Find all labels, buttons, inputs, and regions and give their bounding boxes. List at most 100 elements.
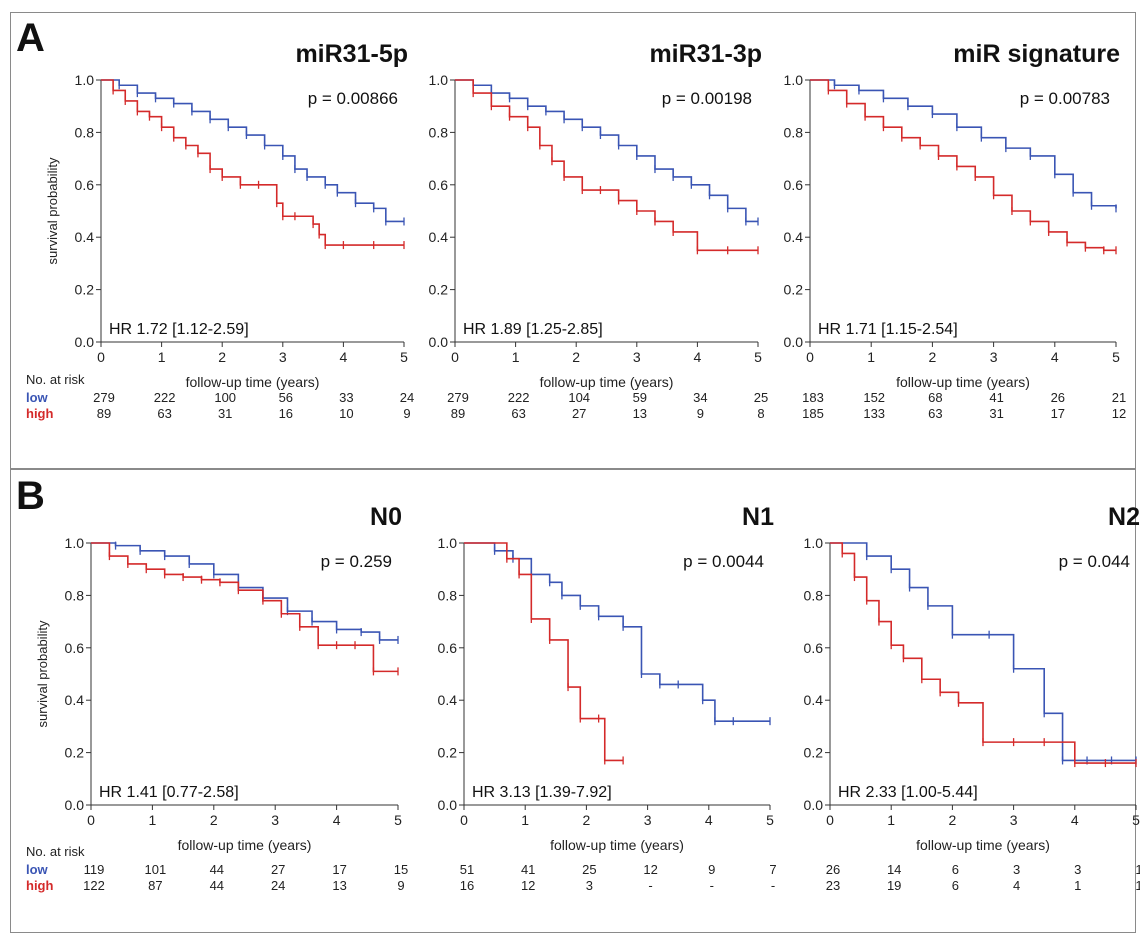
y-tick-label: 0.4 [804, 692, 824, 708]
y-tick-label: 0.8 [65, 587, 85, 603]
x-tick-label: 2 [572, 349, 580, 365]
risk-count-low: 17 [332, 862, 346, 877]
risk-count-low: 119 [84, 862, 105, 877]
risk-count-low: 25 [754, 390, 768, 405]
y-axis-label: survival probability [35, 620, 50, 727]
y-tick-label: 1.0 [804, 535, 824, 551]
y-tick-label: 0.4 [438, 692, 458, 708]
x-tick-label: 2 [218, 349, 226, 365]
risk-count-low: 25 [582, 862, 596, 877]
y-tick-label: 0.6 [804, 640, 824, 656]
y-tick-label: 0.0 [804, 797, 824, 813]
x-tick-label: 5 [394, 812, 402, 828]
risk-count-high: 89 [97, 406, 111, 421]
y-tick-label: 0.0 [438, 797, 458, 813]
x-tick-label: 0 [87, 812, 95, 828]
p-value: p = 0.259 [321, 552, 392, 571]
y-tick-label: 0.4 [65, 692, 85, 708]
risk-count-high: 16 [279, 406, 293, 421]
risk-label-high: high [26, 878, 53, 893]
risk-label-low: low [26, 862, 49, 877]
x-axis-label: follow-up time (years) [916, 837, 1050, 853]
risk-count-high: 16 [460, 878, 474, 893]
x-tick-label: 1 [521, 812, 529, 828]
risk-count-low: 14 [887, 862, 901, 877]
risk-count-high: 23 [826, 878, 840, 893]
risk-count-high: 9 [697, 406, 704, 421]
risk-count-high: - [771, 878, 775, 893]
x-tick-label: 1 [149, 812, 157, 828]
risk-count-high: - [710, 878, 714, 893]
y-tick-label: 0.8 [438, 587, 458, 603]
y-tick-label: 1.0 [438, 535, 458, 551]
hazard-ratio: HR 1.41 [0.77-2.58] [99, 784, 239, 801]
x-tick-label: 4 [694, 349, 702, 365]
y-tick-label: 1.0 [65, 535, 85, 551]
risk-count-low: 41 [989, 390, 1003, 405]
y-tick-label: 0.6 [784, 177, 804, 193]
y-tick-label: 0.0 [784, 334, 804, 350]
risk-count-high: 13 [332, 878, 346, 893]
x-tick-label: 0 [826, 812, 834, 828]
x-tick-label: 2 [949, 812, 957, 828]
y-tick-label: 1.0 [784, 72, 804, 88]
y-tick-label: 0.2 [429, 282, 449, 298]
risk-count-low: 33 [339, 390, 353, 405]
hazard-ratio: HR 2.33 [1.00-5.44] [838, 784, 978, 801]
risk-count-high: 8 [757, 406, 764, 421]
panel-a-letter: A [16, 16, 45, 60]
risk-count-low: 56 [279, 390, 293, 405]
risk-count-low: 24 [400, 390, 414, 405]
risk-count-high: 3 [586, 878, 593, 893]
chart-title: miR31-3p [649, 40, 762, 68]
p-value: p = 0.00783 [1020, 89, 1110, 108]
risk-count-high: 1 [1135, 878, 1140, 893]
risk-table-header: No. at risk [26, 372, 85, 387]
risk-count-low: 222 [154, 390, 176, 405]
km-curve-high [830, 542, 1136, 764]
y-tick-label: 0.8 [429, 124, 449, 140]
y-tick-label: 0.2 [438, 745, 458, 761]
risk-count-low: 104 [568, 390, 590, 405]
y-tick-label: 0.8 [804, 587, 824, 603]
risk-count-high: 13 [633, 406, 647, 421]
y-tick-label: 0.4 [784, 229, 804, 245]
hazard-ratio: HR 1.72 [1.12-2.59] [109, 321, 249, 338]
km-curve-high [91, 542, 398, 673]
risk-count-low: 44 [210, 862, 224, 877]
risk-label-high: high [26, 406, 53, 421]
risk-count-high: 1 [1074, 878, 1081, 893]
x-axis-label: follow-up time (years) [896, 374, 1030, 390]
x-axis-label: follow-up time (years) [186, 374, 320, 390]
y-tick-label: 0.6 [438, 640, 458, 656]
km-curve-low [91, 542, 398, 641]
risk-count-high: 31 [989, 406, 1003, 421]
risk-count-low: 21 [1112, 390, 1126, 405]
x-tick-label: 0 [460, 812, 468, 828]
p-value: p = 0.044 [1059, 552, 1130, 571]
risk-count-high: 31 [218, 406, 232, 421]
panel-a-frame [10, 12, 1136, 469]
km-curve-high [810, 79, 1116, 252]
y-tick-label: 0.2 [784, 282, 804, 298]
risk-table-header: No. at risk [26, 844, 85, 859]
y-tick-label: 0.0 [429, 334, 449, 350]
x-tick-label: 1 [512, 349, 520, 365]
x-tick-label: 4 [705, 812, 713, 828]
chart-title: N1 [742, 503, 774, 531]
risk-count-high: 12 [521, 878, 535, 893]
risk-count-high: 10 [339, 406, 353, 421]
risk-count-low: 15 [394, 862, 408, 877]
chart-title: N2 [1108, 503, 1140, 531]
y-axis-label: survival probability [45, 157, 60, 264]
x-tick-label: 0 [451, 349, 459, 365]
risk-count-high: 63 [928, 406, 942, 421]
p-value: p = 0.0044 [683, 552, 764, 571]
risk-count-high: 122 [83, 878, 105, 893]
p-value: p = 0.00198 [662, 89, 752, 108]
risk-count-low: 1 [1135, 862, 1140, 877]
risk-count-low: 26 [1051, 390, 1065, 405]
risk-count-low: 3 [1013, 862, 1020, 877]
x-tick-label: 3 [644, 812, 652, 828]
hazard-ratio: HR 1.71 [1.15-2.54] [818, 321, 958, 338]
